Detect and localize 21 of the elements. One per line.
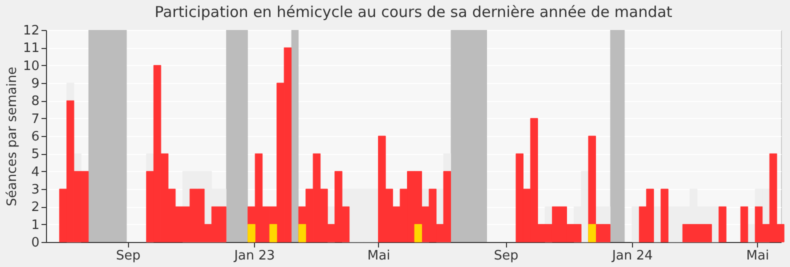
y-tick-label: 11	[22, 41, 40, 56]
chart-title: Participation en hémicycle au cours de sa dernière année de mandat	[154, 3, 672, 21]
x-tick-label: Jan 24	[611, 248, 653, 264]
x-tick-label: Jan 23	[233, 248, 275, 264]
y-tick-label: 4	[31, 164, 40, 180]
x-tick-label: Sep	[494, 248, 518, 264]
y-tick-label: 8	[31, 94, 40, 110]
y-tick-label: 5	[31, 147, 40, 162]
y-axis-title: Séances par semaine	[4, 66, 20, 206]
y-tick-label: 3	[31, 182, 40, 198]
y-tick-label: 0	[31, 236, 40, 250]
x-tick-label: Sep	[116, 248, 141, 264]
y-tick-label: 7	[31, 112, 40, 127]
y-tick-label: 6	[31, 130, 40, 144]
y-tick-label: 9	[31, 76, 40, 92]
x-tick-label: Mai	[746, 248, 770, 264]
y-tick-label: 10	[22, 58, 40, 74]
x-tick-label: Mai	[367, 248, 390, 264]
y-tick-label: 1	[31, 218, 40, 233]
y-tick-label: 2	[31, 200, 40, 216]
y-tick-label: 12	[22, 24, 40, 38]
